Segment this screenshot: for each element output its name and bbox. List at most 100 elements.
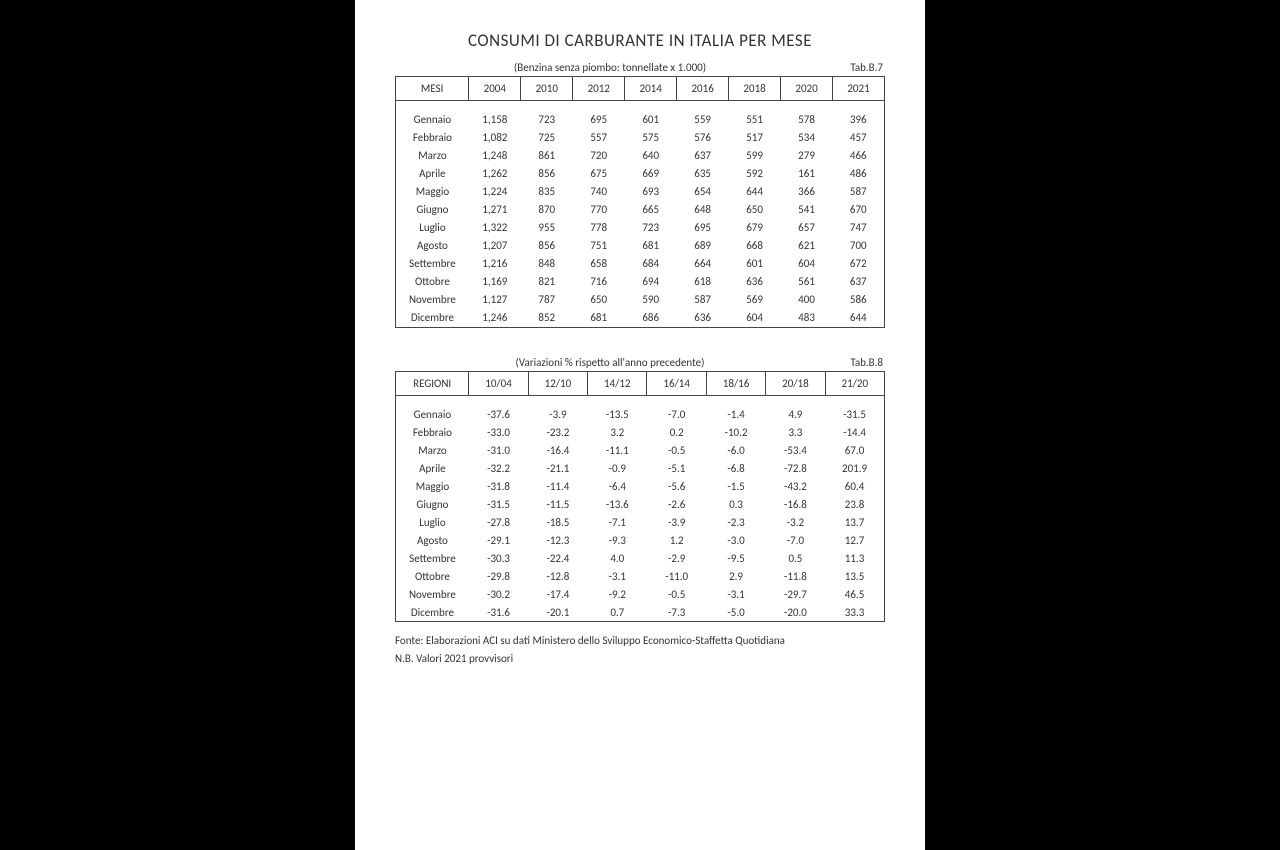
data-cell: -23.2 <box>528 423 587 441</box>
table2-col-header: 14/12 <box>588 371 647 395</box>
table2-tab-label: Tab.B.8 <box>823 356 883 369</box>
data-cell: 740 <box>573 183 625 201</box>
data-cell: -14.4 <box>825 423 884 441</box>
data-cell: 0.7 <box>588 603 647 622</box>
data-cell: -0.5 <box>647 441 706 459</box>
data-cell: 848 <box>521 255 573 273</box>
data-cell: -29.7 <box>766 585 825 603</box>
data-cell: 716 <box>573 273 625 291</box>
data-cell: 681 <box>573 309 625 328</box>
row-label: Ottobre <box>396 273 469 291</box>
data-cell: 695 <box>677 219 729 237</box>
data-cell: 586 <box>833 291 885 309</box>
data-cell: 1.2 <box>647 531 706 549</box>
table2-col-header: 18/16 <box>706 371 765 395</box>
row-label: Dicembre <box>396 309 469 328</box>
data-cell: 723 <box>521 111 573 129</box>
data-cell: 1,262 <box>469 165 521 183</box>
row-label: Gennaio <box>396 111 469 129</box>
data-cell: 654 <box>677 183 729 201</box>
data-cell: 835 <box>521 183 573 201</box>
data-cell: 668 <box>729 237 781 255</box>
data-cell: -16.8 <box>766 495 825 513</box>
table-row: Agosto1,207856751681689668621700 <box>396 237 885 255</box>
data-cell: 592 <box>729 165 781 183</box>
row-label: Febbraio <box>396 423 469 441</box>
data-cell: 787 <box>521 291 573 309</box>
data-cell: -33.0 <box>469 423 528 441</box>
table-row: Febbraio-33.0-23.23.20.2-10.23.3-14.4 <box>396 423 885 441</box>
data-cell: -29.1 <box>469 531 528 549</box>
data-cell: 517 <box>729 129 781 147</box>
data-cell: 852 <box>521 309 573 328</box>
data-cell: -6.8 <box>706 459 765 477</box>
data-cell: 604 <box>729 309 781 328</box>
data-cell: 576 <box>677 129 729 147</box>
table1-head: MESI 2004 2010 2012 2014 2016 2018 2020 … <box>396 77 885 101</box>
data-cell: 695 <box>573 111 625 129</box>
row-label: Novembre <box>396 585 469 603</box>
data-cell: -5.0 <box>706 603 765 622</box>
data-cell: 590 <box>625 291 677 309</box>
data-cell: 33.3 <box>825 603 884 622</box>
table-row: Marzo-31.0-16.4-11.1-0.5-6.0-53.467.0 <box>396 441 885 459</box>
data-cell: 856 <box>521 237 573 255</box>
data-cell: 0.5 <box>766 549 825 567</box>
table2-head: REGIONI 10/04 12/10 14/12 16/14 18/16 20… <box>396 371 885 395</box>
data-cell: -3.1 <box>706 585 765 603</box>
data-cell: 569 <box>729 291 781 309</box>
data-cell: -5.6 <box>647 477 706 495</box>
data-cell: 686 <box>625 309 677 328</box>
data-cell: -3.0 <box>706 531 765 549</box>
data-cell: -13.6 <box>588 495 647 513</box>
footnote-nb: N.B. Valori 2021 provvisori <box>395 650 885 668</box>
row-label: Gennaio <box>396 405 469 423</box>
data-cell: 751 <box>573 237 625 255</box>
data-cell: -3.2 <box>766 513 825 531</box>
data-cell: 1,207 <box>469 237 521 255</box>
data-cell: -9.3 <box>588 531 647 549</box>
data-cell: 618 <box>677 273 729 291</box>
data-cell: -18.5 <box>528 513 587 531</box>
row-label: Marzo <box>396 441 469 459</box>
table1-col-header: 2020 <box>781 77 833 101</box>
data-cell: -0.9 <box>588 459 647 477</box>
data-cell: 13.5 <box>825 567 884 585</box>
data-cell: 201.9 <box>825 459 884 477</box>
data-cell: 693 <box>625 183 677 201</box>
data-cell: 0.3 <box>706 495 765 513</box>
data-cell: -6.0 <box>706 441 765 459</box>
table-row: Giugno-31.5-11.5-13.6-2.60.3-16.823.8 <box>396 495 885 513</box>
data-cell: -3.1 <box>588 567 647 585</box>
data-cell: 821 <box>521 273 573 291</box>
data-cell: 1,127 <box>469 291 521 309</box>
table-row: Giugno1,271870770665648650541670 <box>396 201 885 219</box>
data-cell: -72.8 <box>766 459 825 477</box>
data-cell: 587 <box>677 291 729 309</box>
data-cell: 861 <box>521 147 573 165</box>
table1-col-header: 2010 <box>521 77 573 101</box>
table-row: Aprile1,262856675669635592161486 <box>396 165 885 183</box>
data-cell: 636 <box>677 309 729 328</box>
data-cell: -53.4 <box>766 441 825 459</box>
data-cell: 578 <box>781 111 833 129</box>
table1: MESI 2004 2010 2012 2014 2016 2018 2020 … <box>395 76 885 328</box>
data-cell: 12.7 <box>825 531 884 549</box>
table-row: Dicembre-31.6-20.10.7-7.3-5.0-20.033.3 <box>396 603 885 622</box>
data-cell: -13.5 <box>588 405 647 423</box>
data-cell: 720 <box>573 147 625 165</box>
data-cell: 670 <box>833 201 885 219</box>
data-cell: -37.6 <box>469 405 528 423</box>
table2-head-label: REGIONI <box>396 371 469 395</box>
data-cell: -31.5 <box>825 405 884 423</box>
data-cell: -20.1 <box>528 603 587 622</box>
row-label: Novembre <box>396 291 469 309</box>
data-cell: -30.3 <box>469 549 528 567</box>
data-cell: 657 <box>781 219 833 237</box>
table2-col-header: 12/10 <box>528 371 587 395</box>
data-cell: 778 <box>573 219 625 237</box>
data-cell: 747 <box>833 219 885 237</box>
data-cell: 856 <box>521 165 573 183</box>
data-cell: 67.0 <box>825 441 884 459</box>
data-cell: 650 <box>573 291 625 309</box>
